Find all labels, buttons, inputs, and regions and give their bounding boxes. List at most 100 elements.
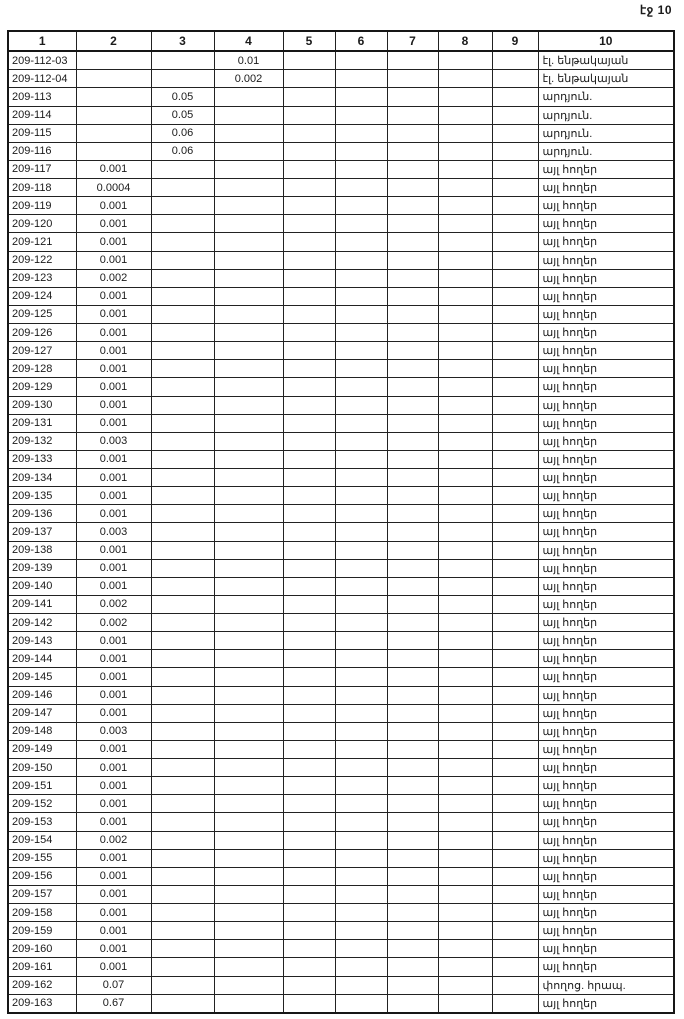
value-cell (386, 830, 439, 850)
parcel-id-cell: 209-114 (7, 105, 77, 125)
value-cell (334, 50, 388, 71)
value-cell (334, 758, 388, 778)
value-cell (491, 866, 539, 886)
value-cell (491, 250, 539, 270)
value-cell (437, 721, 493, 741)
value-cell: 0.001 (75, 631, 152, 651)
value-cell (386, 323, 439, 343)
value-cell (386, 631, 439, 651)
value-cell (437, 939, 493, 959)
value-cell (334, 613, 388, 633)
value-cell (334, 268, 388, 288)
value-cell (334, 286, 388, 306)
value-cell (282, 957, 336, 977)
land-use-cell: այլ հողեր (537, 776, 675, 796)
value-cell (386, 141, 439, 161)
value-cell (213, 232, 284, 252)
table-row: 209-147 0.001 այլ հողեր (7, 703, 675, 723)
land-parcel-table: 1 2 3 4 5 6 7 8 9 10 209-112-03 0.01 էլ. ենթակայան 2… (7, 30, 675, 1014)
value-cell (386, 758, 439, 778)
value-cell (282, 993, 336, 1014)
table-row: 209-148 0.003 այլ հողեր (7, 721, 675, 741)
value-cell (437, 830, 493, 850)
value-cell (282, 250, 336, 270)
value-cell: 0.001 (75, 159, 152, 180)
value-cell (150, 159, 215, 180)
land-use-cell: այլ հողեր (537, 196, 675, 216)
value-cell (150, 449, 215, 470)
value-cell (334, 468, 388, 488)
value-cell (437, 250, 493, 270)
value-cell (334, 431, 388, 451)
parcel-id-cell: 209-154 (7, 830, 77, 850)
value-cell (386, 794, 439, 814)
table-row: 209-142 0.002 այլ հողեր (7, 613, 675, 633)
land-use-cell: այլ հողեր (537, 613, 675, 633)
value-cell (437, 522, 493, 542)
value-cell (213, 196, 284, 216)
value-cell (334, 196, 388, 216)
column-header-3: 3 (150, 30, 215, 52)
value-cell (334, 159, 388, 180)
value-cell (491, 431, 539, 451)
table-row: 209-121 0.001 այլ հողեր (7, 232, 675, 252)
land-use-cell: այլ հողեր (537, 540, 675, 560)
value-cell (334, 105, 388, 125)
value-cell (491, 341, 539, 361)
value-cell (213, 631, 284, 651)
table-row: 209-120 0.001 այլ հողեր (7, 214, 675, 234)
value-cell (213, 413, 284, 433)
value-cell (491, 993, 539, 1014)
value-cell (334, 178, 388, 198)
value-cell: 0.0004 (75, 178, 152, 198)
parcel-id-cell: 209-117 (7, 159, 77, 180)
parcel-id-cell: 209-135 (7, 486, 77, 506)
land-use-cell: այլ հողեր (537, 794, 675, 814)
value-cell: 0.003 (75, 721, 152, 741)
value-cell (491, 304, 539, 325)
value-cell (437, 776, 493, 796)
land-use-cell: այլ հողեր (537, 721, 675, 741)
land-use-cell: այլ հողեր (537, 449, 675, 470)
parcel-id-cell: 209-115 (7, 123, 77, 143)
value-cell (386, 522, 439, 542)
value-cell (150, 866, 215, 886)
value-cell (150, 957, 215, 977)
value-cell (150, 921, 215, 941)
value-cell (334, 866, 388, 886)
value-cell (282, 431, 336, 451)
value-cell (386, 721, 439, 741)
value-cell (386, 866, 439, 886)
land-use-cell: այլ հողեր (537, 649, 675, 669)
value-cell (386, 50, 439, 71)
parcel-id-cell: 209-137 (7, 522, 77, 542)
value-cell (282, 449, 336, 470)
value-cell (386, 87, 439, 107)
parcel-id-cell: 209-152 (7, 794, 77, 814)
value-cell (491, 159, 539, 180)
value-cell (282, 268, 336, 288)
value-cell (213, 87, 284, 107)
value-cell: 0.001 (75, 921, 152, 941)
value-cell (334, 413, 388, 433)
value-cell (386, 558, 439, 578)
land-use-cell: այլ հողեր (537, 685, 675, 705)
value-cell: 0.002 (75, 268, 152, 288)
value-cell: 0.001 (75, 649, 152, 669)
value-cell (491, 703, 539, 723)
value-cell (437, 395, 493, 415)
value-cell (282, 667, 336, 687)
value-cell (491, 812, 539, 832)
table-row: 209-143 0.001 այլ հողեր (7, 631, 675, 651)
value-cell (150, 250, 215, 270)
value-cell (334, 993, 388, 1014)
value-cell (213, 703, 284, 723)
land-use-cell: արդյուն. (537, 105, 675, 125)
value-cell (386, 921, 439, 941)
value-cell (334, 975, 388, 995)
table-row: 209-139 0.001 այլ հողեր (7, 558, 675, 578)
value-cell (386, 812, 439, 832)
value-cell (213, 123, 284, 143)
value-cell (437, 105, 493, 125)
value-cell (213, 395, 284, 415)
